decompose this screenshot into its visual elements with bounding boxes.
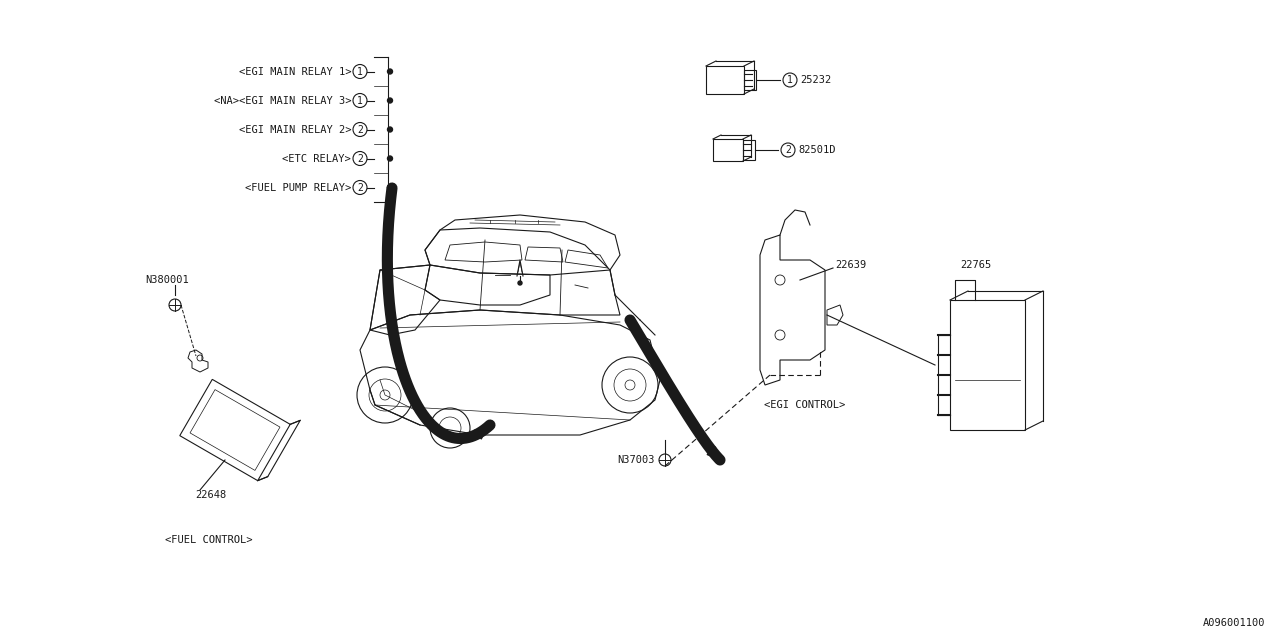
Text: <EGI MAIN RELAY 1>: <EGI MAIN RELAY 1> xyxy=(238,67,351,77)
Text: N37003: N37003 xyxy=(617,455,655,465)
Text: <ETC RELAY>: <ETC RELAY> xyxy=(283,154,351,163)
Text: <EGI CONTROL>: <EGI CONTROL> xyxy=(764,400,846,410)
Text: 25232: 25232 xyxy=(800,75,831,85)
Text: 82501D: 82501D xyxy=(797,145,836,155)
Text: 1: 1 xyxy=(357,67,364,77)
Circle shape xyxy=(388,156,393,161)
Circle shape xyxy=(388,98,393,103)
Text: <FUEL CONTROL>: <FUEL CONTROL> xyxy=(165,535,252,545)
Text: 22648: 22648 xyxy=(195,490,227,500)
Text: A096001100: A096001100 xyxy=(1202,618,1265,628)
Text: 2: 2 xyxy=(357,182,364,193)
Text: 22639: 22639 xyxy=(835,260,867,270)
Text: 2: 2 xyxy=(357,154,364,163)
Text: 1: 1 xyxy=(787,75,792,85)
Circle shape xyxy=(388,127,393,132)
Text: 2: 2 xyxy=(785,145,791,155)
Circle shape xyxy=(518,281,522,285)
Text: <EGI MAIN RELAY 2>: <EGI MAIN RELAY 2> xyxy=(238,125,351,134)
Text: 2: 2 xyxy=(357,125,364,134)
Text: <FUEL PUMP RELAY>: <FUEL PUMP RELAY> xyxy=(244,182,351,193)
Text: 22765: 22765 xyxy=(960,260,991,270)
Text: N380001: N380001 xyxy=(145,275,188,285)
Circle shape xyxy=(388,69,393,74)
Text: 1: 1 xyxy=(357,95,364,106)
Text: <NA><EGI MAIN RELAY 3>: <NA><EGI MAIN RELAY 3> xyxy=(214,95,351,106)
Circle shape xyxy=(388,185,393,190)
